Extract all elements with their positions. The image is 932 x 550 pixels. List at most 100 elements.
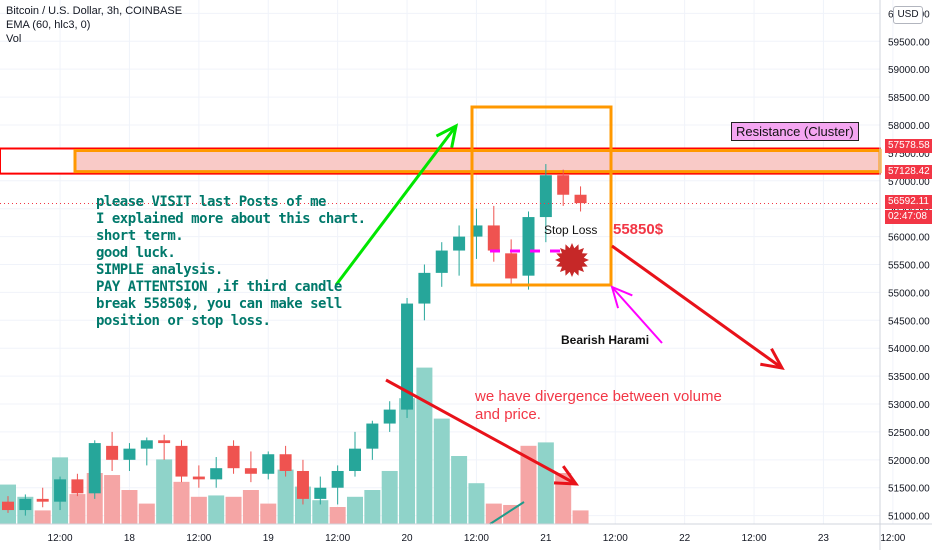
red-divergence-arrow-head [553, 465, 580, 486]
volume-bar [347, 496, 363, 524]
candle-body [140, 440, 153, 449]
volume-bar [260, 503, 277, 524]
time-tick-label: 21 [540, 533, 552, 544]
note-line: I explained more about this chart. [96, 211, 366, 227]
red-down-arrow-head [760, 347, 785, 371]
volume-bar [503, 504, 520, 524]
note-line: SIMPLE analysis. [96, 262, 223, 278]
price-tick-label: 57500.00 [888, 149, 930, 160]
candle-body [19, 498, 32, 511]
time-tick-label: 19 [263, 533, 275, 544]
candle-body [539, 175, 552, 218]
candle-body [106, 445, 119, 460]
candle-body [71, 479, 84, 494]
note-line: please VISIT last Posts of me [96, 194, 326, 210]
time-tick-label: 12:00 [48, 533, 73, 544]
price-tick-label: 56000.00 [888, 233, 930, 244]
candle-body [262, 454, 275, 474]
price-tick-label: 58500.00 [888, 93, 930, 104]
note-line: good luck. [96, 245, 176, 261]
ema-indicator-label[interactable]: EMA (60, hlc3, 0) [6, 19, 91, 31]
analysis-note[interactable]: please VISIT last Posts of me I explaine… [96, 194, 366, 330]
candle-body [244, 468, 257, 474]
candle-body [401, 303, 414, 410]
candle-body [331, 470, 344, 488]
volume-bar [381, 470, 398, 524]
volume-trend-line [489, 501, 525, 525]
red-down-arrow [611, 244, 783, 370]
volume-bar [312, 500, 329, 524]
time-tick-label: 18 [124, 533, 136, 544]
candle-body [314, 487, 327, 499]
price-tick-label: 52000.00 [888, 456, 930, 467]
candle-body [435, 250, 448, 273]
candle-body [522, 217, 535, 276]
price-tick-label: 58000.00 [888, 121, 930, 132]
price-tick-label: 51500.00 [888, 484, 930, 495]
price-tick-label: 59000.00 [888, 65, 930, 76]
candle-body [487, 225, 500, 251]
candle-body [366, 423, 379, 449]
candle-body [36, 498, 49, 502]
volume-bar [104, 475, 121, 524]
candle-body [349, 448, 361, 471]
volume-bar [399, 398, 416, 524]
candle-body [54, 479, 67, 502]
candle-body [505, 253, 518, 279]
volume-bar [364, 490, 381, 524]
time-tick-label: 20 [401, 533, 413, 544]
volume-bar [138, 503, 155, 524]
price-tick-label: 55000.00 [888, 288, 930, 299]
symbol-title[interactable]: Bitcoin / U.S. Dollar, 3h, COINBASE [6, 5, 183, 17]
time-tick-label: 12:00 [603, 533, 628, 544]
time-tick-label: 12:00 [325, 533, 350, 544]
candle-body [453, 236, 466, 251]
volume-bar [156, 459, 173, 524]
price-tick-label: 53500.00 [888, 372, 930, 383]
volume-bar [468, 483, 485, 524]
candle-body [383, 409, 396, 424]
price-tick-label: 55500.00 [888, 261, 930, 272]
price-tick-label: 52500.00 [888, 428, 930, 439]
candle-countdown-tag: 02:47:08 [885, 210, 932, 224]
volume-bar [329, 507, 346, 524]
currency-button[interactable]: USD [893, 6, 923, 24]
volume-bar [433, 418, 450, 524]
time-tick-label: 12:00 [880, 533, 905, 544]
volume-bar [451, 456, 468, 524]
volume-bar [69, 494, 86, 524]
candle-body [192, 476, 205, 480]
candle-body [175, 445, 188, 477]
stop-price-label[interactable]: 55850$ [613, 221, 664, 238]
divergence-note[interactable]: we have divergence between volume and pr… [475, 388, 722, 424]
volume-bar [173, 481, 190, 524]
candle-body [123, 448, 136, 460]
note-line: position or stop loss. [96, 313, 271, 329]
green-trend-arrow [334, 125, 458, 286]
resistance-label[interactable]: Resistance (Cluster) [731, 122, 859, 141]
candle-body [279, 454, 292, 471]
candle-body [557, 175, 570, 195]
volume-bar [277, 469, 294, 524]
volume-bar [34, 510, 51, 524]
volume-bar [520, 445, 537, 524]
volume-indicator-label[interactable]: Vol [6, 33, 22, 45]
candle-body [158, 440, 171, 444]
stop-loss-label[interactable]: Stop Loss [544, 223, 598, 237]
note-line: short term. [96, 228, 184, 244]
pattern-label[interactable]: Bearish Harami [561, 333, 650, 347]
resistance-cluster-box [73, 149, 882, 174]
volume-bar [208, 495, 225, 524]
price-tick-label: 57000.00 [888, 177, 930, 188]
volume-bar [190, 496, 207, 524]
time-tick-label: 23 [818, 533, 830, 544]
divergence-line: and price. [475, 406, 541, 423]
volume-bar [555, 473, 572, 524]
volume-bar [572, 510, 589, 524]
candle-body [88, 443, 101, 494]
volume-bar [121, 490, 138, 524]
resistance-high-price-tag: 57578.58 [885, 139, 932, 153]
harami-highlight-box [470, 105, 613, 287]
